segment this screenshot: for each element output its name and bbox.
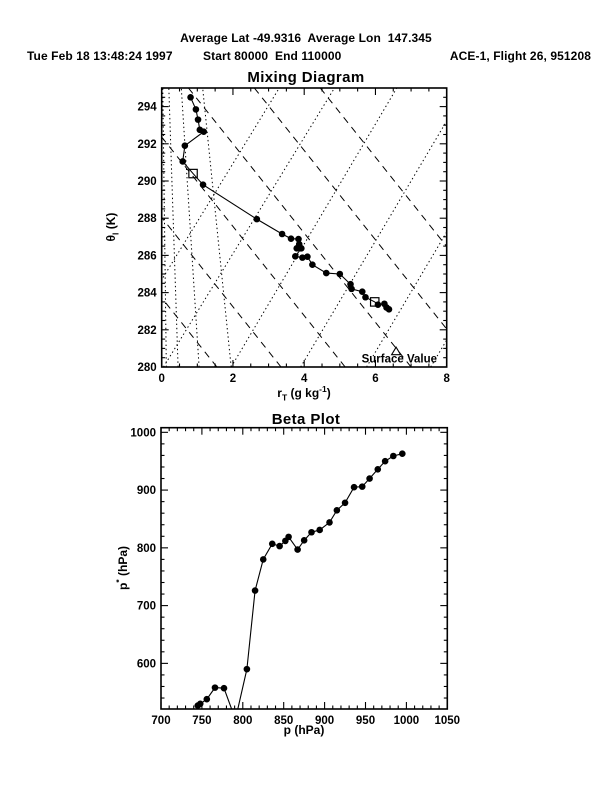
data-line	[182, 97, 390, 310]
data-point-marker	[291, 253, 299, 260]
square-marker	[188, 168, 198, 179]
data-points	[194, 450, 406, 709]
y-tick-label: 1000	[130, 427, 156, 439]
y-tick-label: 292	[138, 139, 157, 151]
data-point-marker	[268, 540, 276, 548]
x-tick-label: 800	[233, 715, 252, 727]
data-point-marker	[309, 261, 316, 268]
data-point-marker	[366, 475, 373, 482]
y-tick-label: 294	[138, 102, 158, 114]
data-point-marker	[300, 537, 308, 544]
data-point-marker	[259, 556, 267, 563]
plot-border	[160, 426, 449, 710]
data-point-marker	[298, 245, 305, 252]
x-tick-label: 1000	[394, 715, 420, 727]
start-end-text: Start 80000 End 110000	[203, 49, 342, 63]
data-point-marker	[276, 542, 283, 550]
data-point-marker	[326, 519, 333, 526]
data-point-marker	[381, 457, 389, 465]
data-point-marker	[295, 235, 302, 243]
x-tick-label: 0	[158, 373, 164, 385]
data-point-marker	[199, 181, 207, 189]
x-tick-label: 8	[443, 373, 450, 385]
data-point-marker	[187, 94, 194, 101]
guide-lines	[161, 88, 447, 367]
x-tick-label: 850	[274, 715, 293, 727]
x-tick-label: 6	[372, 373, 378, 385]
x-tick-label: 700	[151, 715, 170, 727]
data-point-marker	[200, 128, 208, 136]
data-point-marker	[203, 695, 211, 703]
data-point-marker	[385, 306, 393, 313]
data-point-marker	[243, 665, 251, 673]
surface-value-triangle-icon	[390, 346, 402, 356]
axis-ticks	[160, 427, 448, 709]
x-tick-label: 4	[301, 373, 308, 385]
surface-value-label: Surface Value	[362, 353, 437, 365]
data-point-marker	[308, 528, 315, 536]
data-point-marker	[253, 215, 261, 223]
data-point-marker	[336, 270, 344, 278]
mixing-diagram-title: Mixing Diagram	[247, 69, 365, 86]
data-point-marker	[211, 684, 219, 691]
data-point-marker	[316, 526, 323, 534]
y-tick-label: 900	[137, 485, 156, 497]
y-tick-label: 290	[138, 176, 157, 188]
data-point-marker	[192, 106, 200, 113]
falling-reference-lines	[161, 88, 447, 367]
data-point-marker	[299, 254, 306, 261]
data-point-marker	[196, 700, 204, 708]
data-point-marker	[220, 684, 228, 692]
y-tick-label: 282	[138, 325, 157, 337]
data-point-marker	[358, 288, 366, 295]
axis-ticks	[161, 87, 448, 368]
data-point-marker	[293, 245, 301, 252]
data-point-marker	[348, 285, 355, 293]
data-point-marker	[374, 301, 382, 308]
x-tick-label: 750	[192, 715, 211, 727]
y-tick-label: 286	[138, 250, 157, 262]
data-point-marker	[181, 142, 189, 149]
data-point-marker	[251, 587, 259, 594]
data-point-marker	[358, 483, 366, 490]
data-points	[179, 94, 393, 313]
flight-id-text: ACE-1, Flight 26, 951208	[449, 49, 591, 63]
data-point-marker	[399, 450, 406, 457]
beta-plot-chart: 700 750 800 850 900 950 1000 1050 600 700 800 900 10…	[130, 426, 461, 727]
y-tick-label: 280	[138, 362, 157, 374]
data-point-marker	[294, 546, 301, 553]
mixing-x-axis-label: rT (g kg-1)	[277, 384, 331, 403]
x-tick-label: 950	[356, 715, 375, 727]
data-point-marker	[362, 293, 369, 301]
y-tick-label: 800	[137, 543, 156, 555]
x-tick-label: 900	[315, 715, 334, 727]
y-tick-label: 288	[138, 213, 158, 225]
data-point-marker	[350, 483, 358, 491]
mixing-diagram-chart: 0 2 4 6 8 280 282 284 286 288 290 292 294 Surface Val…	[138, 87, 450, 385]
data-point-marker	[374, 465, 382, 473]
beta-plot-title: Beta Plot	[271, 411, 341, 428]
data-line	[197, 453, 403, 709]
data-point-marker	[341, 499, 349, 507]
data-point-marker	[333, 506, 341, 514]
x-tick-label: 1050	[435, 715, 461, 727]
data-point-marker	[304, 253, 311, 261]
data-point-marker	[179, 158, 187, 165]
y-tick-label: 600	[137, 658, 156, 670]
data-point-marker	[287, 235, 295, 242]
data-point-marker	[278, 230, 286, 238]
timestamp-text: Tue Feb 18 13:48:24 1997	[27, 49, 173, 63]
data-point-marker	[322, 269, 330, 277]
data-point-marker	[285, 533, 292, 541]
mixing-y-axis-label: θl (K)	[104, 212, 121, 242]
x-tick-label: 2	[230, 373, 236, 385]
y-tick-label: 284	[138, 288, 158, 300]
y-tick-label: 700	[137, 601, 156, 613]
beta-x-axis-label: p (hPa)	[283, 723, 325, 737]
beta-y-axis-label: p* (hPa)	[114, 546, 130, 590]
data-point-marker	[194, 116, 202, 123]
data-point-marker	[390, 452, 397, 460]
average-lat-lon-text: Average Lat -49.9316 Average Lon 147.345	[180, 31, 432, 45]
